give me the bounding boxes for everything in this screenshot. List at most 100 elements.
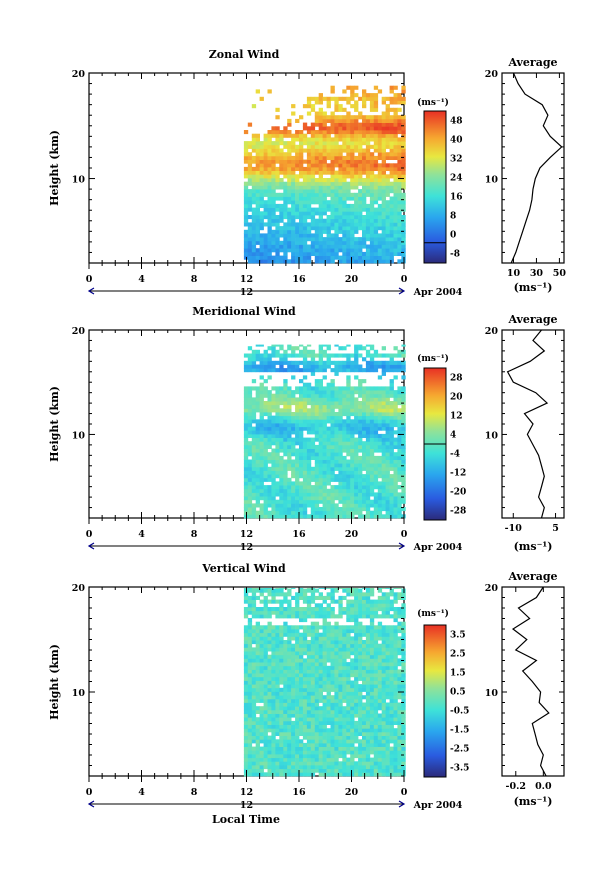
- heatmap-cell: [369, 196, 375, 201]
- heatmap-cell: [338, 155, 343, 160]
- heatmap-cell: [243, 237, 249, 242]
- heatmap-cell: [334, 621, 339, 626]
- heatmap-cell: [291, 768, 296, 773]
- heatmap-cell: [259, 408, 264, 413]
- heatmap-cell: [283, 415, 288, 420]
- heatmap-cell: [259, 654, 264, 659]
- heatmap-cell: [283, 643, 288, 648]
- heatmap-cell: [279, 397, 284, 402]
- heatmap-cell: [377, 122, 383, 127]
- heatmap-cell: [318, 691, 323, 696]
- heatmap-cell: [346, 735, 351, 740]
- heatmap-cell: [358, 772, 363, 777]
- heatmap-cell: [302, 695, 308, 700]
- heatmap-cell: [251, 651, 257, 656]
- heatmap-cell: [393, 423, 398, 428]
- heatmap-cell: [306, 459, 312, 464]
- heatmap-cell: [338, 665, 343, 670]
- heatmap-cell: [369, 499, 375, 504]
- heatmap-cell: [334, 244, 339, 249]
- heatmap-cell: [342, 233, 347, 238]
- heatmap-cell: [295, 185, 300, 190]
- heatmap-cell: [314, 466, 320, 471]
- heatmap-cell: [310, 510, 316, 515]
- heatmap-cell: [287, 632, 292, 637]
- heatmap-cell: [389, 218, 394, 223]
- heatmap-cell: [283, 390, 288, 395]
- heatmap-cell: [291, 159, 296, 164]
- heatmap-cell: [255, 459, 260, 464]
- heatmap-cell: [330, 754, 335, 759]
- heatmap-cell: [334, 474, 339, 479]
- heatmap-cell: [283, 607, 288, 612]
- heatmap-cell: [295, 163, 300, 168]
- heatmap-cell: [330, 233, 335, 238]
- heatmap-cell: [263, 181, 268, 186]
- heatmap-cell: [397, 144, 402, 149]
- heatmap-cell: [401, 437, 406, 442]
- heatmap-cell: [401, 466, 406, 471]
- heatmap-cell: [306, 503, 312, 508]
- heatmap-cell: [330, 155, 335, 160]
- heatmap-cell: [346, 364, 351, 369]
- heatmap-cell: [350, 412, 355, 417]
- heatmap-cell: [385, 496, 390, 501]
- heatmap-cell: [263, 665, 268, 670]
- heatmap-cell: [243, 144, 249, 149]
- heatmap-cell: [354, 375, 359, 380]
- heatmap-cell: [385, 474, 390, 479]
- heatmap-cell: [310, 636, 316, 641]
- heatmap-cell: [279, 772, 284, 777]
- heatmap-cell: [291, 426, 296, 431]
- heatmap-cell: [338, 152, 343, 157]
- heatmap-cell: [342, 742, 347, 747]
- heatmap-cell: [283, 437, 288, 442]
- heatmap-cell: [302, 189, 308, 194]
- heatmap-cell: [271, 592, 276, 597]
- heatmap-cell: [346, 636, 351, 641]
- heatmap-cell: [397, 96, 402, 101]
- heatmap-cell: [322, 200, 327, 205]
- heatmap-cell: [334, 189, 339, 194]
- heatmap-cell: [358, 196, 363, 201]
- heatmap-cell: [377, 222, 383, 227]
- heatmap-cell: [342, 426, 347, 431]
- heatmap-cell: [338, 514, 343, 519]
- heatmap-cell: [362, 196, 367, 201]
- heatmap-cell: [259, 437, 264, 442]
- heatmap-cell: [247, 496, 253, 501]
- heatmap-cell: [401, 507, 406, 512]
- heatmap-cell: [306, 625, 312, 630]
- heatmap-cell: [346, 470, 351, 475]
- heatmap-cell: [295, 610, 300, 615]
- heatmap-cell: [401, 364, 406, 369]
- heatmap-cell: [318, 203, 323, 208]
- heatmap-cell: [247, 772, 253, 777]
- heatmap-cell: [287, 746, 292, 751]
- heatmap-cell: [354, 159, 359, 164]
- heatmap-cell: [373, 178, 379, 183]
- heatmap-cell: [358, 130, 363, 135]
- heatmap-cell: [287, 765, 292, 770]
- heatmap-cell: [295, 251, 300, 256]
- heatmap-cell: [271, 423, 276, 428]
- heatmap-cell: [310, 625, 316, 630]
- heatmap-cell: [322, 437, 327, 442]
- heatmap-cell: [322, 203, 327, 208]
- heatmap-cell: [354, 104, 359, 109]
- heatmap-cell: [267, 430, 272, 435]
- heatmap-cell: [279, 426, 284, 431]
- heatmap-cell: [330, 452, 335, 457]
- heatmap-cell: [267, 713, 272, 718]
- heatmap-cell: [342, 437, 347, 442]
- heatmap-cell: [259, 401, 264, 406]
- heatmap-cell: [314, 698, 320, 703]
- heatmap-cell: [393, 185, 398, 190]
- heatmap-cell: [369, 178, 375, 183]
- heatmap-cell: [338, 496, 343, 501]
- heatmap-cell: [299, 698, 304, 703]
- heatmap-cell: [291, 695, 296, 700]
- heatmap-cell: [318, 192, 323, 197]
- heatmap-cell: [373, 368, 379, 373]
- heatmap-cell: [322, 375, 327, 380]
